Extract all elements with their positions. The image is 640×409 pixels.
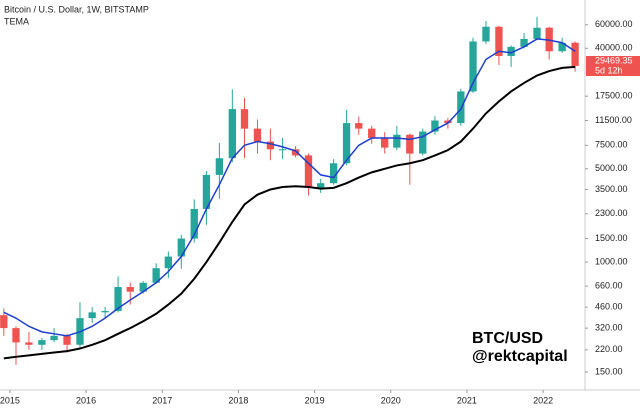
candle-body bbox=[482, 26, 490, 42]
candle-body bbox=[152, 268, 160, 283]
candle-body bbox=[240, 109, 249, 129]
candle-body bbox=[25, 342, 33, 345]
x-tick-label: 2016 bbox=[76, 395, 96, 405]
candle-body bbox=[507, 46, 515, 57]
candle-body bbox=[329, 163, 338, 184]
candle-body bbox=[164, 256, 172, 269]
candle-body bbox=[393, 134, 401, 148]
candle-body bbox=[38, 340, 46, 345]
candle-body bbox=[406, 134, 414, 154]
candle-body bbox=[381, 138, 389, 148]
y-tick-label: 320.00 bbox=[595, 322, 623, 332]
candle-body bbox=[278, 149, 287, 151]
y-tick-label: 1000.00 bbox=[595, 256, 628, 266]
candle-body bbox=[12, 328, 20, 343]
y-tick-label: 5000.00 bbox=[595, 163, 628, 173]
ma-line bbox=[3, 38, 576, 337]
ma-line bbox=[3, 65, 576, 360]
candle-body bbox=[495, 26, 503, 57]
candle-body bbox=[63, 335, 71, 345]
candle-body bbox=[266, 141, 275, 150]
y-tick-label: 7500.00 bbox=[595, 140, 628, 150]
last-price-tag bbox=[586, 55, 640, 76]
candle-body bbox=[317, 183, 325, 188]
candle-body bbox=[139, 282, 147, 292]
candle-body bbox=[253, 128, 262, 142]
candle-body bbox=[355, 123, 363, 129]
candle-body bbox=[190, 208, 198, 239]
x-tick-label: 2021 bbox=[457, 395, 477, 405]
candle-body bbox=[202, 174, 211, 209]
x-tick-label: 2017 bbox=[152, 395, 172, 405]
y-tick-label: 40000.00 bbox=[595, 43, 633, 53]
candle-body bbox=[291, 149, 300, 156]
candle-body bbox=[88, 312, 96, 319]
x-tick-label: 2015 bbox=[0, 395, 20, 405]
x-tick-label: 2019 bbox=[305, 395, 325, 405]
candle-body bbox=[228, 109, 236, 159]
candle-body bbox=[444, 120, 452, 124]
candle-body bbox=[571, 42, 579, 66]
candle-body bbox=[0, 315, 8, 329]
y-tick-label: 17500.00 bbox=[595, 91, 633, 101]
indicator-label: TEMA bbox=[4, 16, 29, 26]
countdown-label: 5d 12h bbox=[595, 65, 623, 75]
candle-body bbox=[177, 238, 185, 257]
candle-body bbox=[368, 128, 376, 139]
candle-body bbox=[469, 41, 477, 92]
y-tick-label: 150.00 bbox=[595, 366, 623, 376]
candle-body bbox=[215, 158, 224, 175]
y-tick-label: 3500.00 bbox=[595, 184, 628, 194]
candle-body bbox=[101, 310, 109, 313]
watermark: @rektcapital bbox=[472, 348, 568, 365]
candle-body bbox=[126, 287, 134, 292]
watermark: BTC/USD bbox=[472, 330, 543, 347]
x-tick-label: 2020 bbox=[381, 395, 401, 405]
last-price-label: 29469.35 bbox=[595, 55, 633, 65]
x-tick-label: 2022 bbox=[533, 395, 553, 405]
candle-body bbox=[533, 27, 541, 39]
y-tick-label: 660.00 bbox=[595, 281, 623, 291]
y-tick-label: 460.00 bbox=[595, 301, 623, 311]
y-tick-label: 60000.00 bbox=[595, 19, 633, 29]
candle-body bbox=[419, 131, 427, 154]
chart-title: Bitcoin / U.S. Dollar, 1W, BITSTAMP bbox=[4, 4, 149, 14]
y-tick-label: 220.00 bbox=[595, 344, 623, 354]
candle-body bbox=[431, 120, 439, 132]
candle-body bbox=[558, 42, 566, 52]
y-tick-label: 11500.00 bbox=[595, 115, 632, 125]
candle-body bbox=[114, 287, 122, 311]
candle-body bbox=[520, 38, 528, 47]
candle-body bbox=[342, 123, 351, 164]
y-tick-label: 2300.00 bbox=[595, 208, 628, 218]
x-tick-label: 2018 bbox=[228, 395, 248, 405]
y-tick-label: 1500.00 bbox=[595, 233, 628, 243]
candle-body bbox=[457, 91, 465, 124]
candle-body bbox=[50, 335, 58, 341]
candle-body bbox=[304, 155, 313, 188]
